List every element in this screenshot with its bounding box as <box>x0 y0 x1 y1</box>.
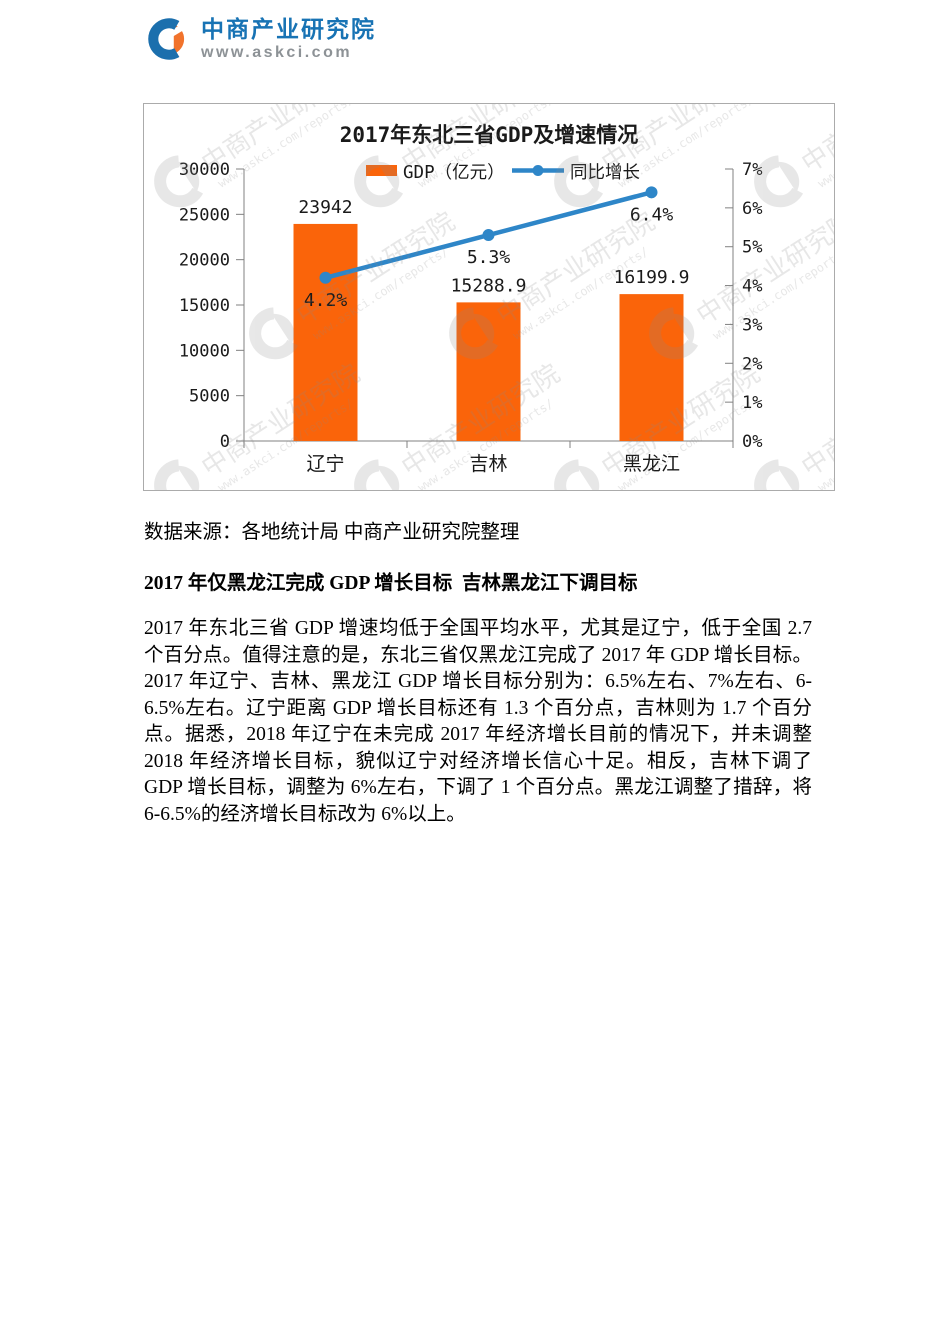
right-axis-tick-label: 5% <box>742 238 762 258</box>
right-axis-tick-label: 4% <box>742 277 762 297</box>
brand-name: 中商产业研究院 <box>201 15 376 42</box>
bar-value-label: 15288.9 <box>451 275 527 296</box>
bar-value-label: 23942 <box>298 197 352 218</box>
bar-黑龙江 <box>619 294 684 441</box>
legend-line-marker <box>532 165 544 176</box>
chart-title: 2017年东北三省GDP及增速情况 <box>340 123 639 147</box>
left-axis-tick-label: 25000 <box>179 205 230 225</box>
right-axis-tick-label: 1% <box>742 393 762 413</box>
left-axis-tick-label: 5000 <box>189 387 230 407</box>
article-heading: 2017 年仅黑龙江完成 GDP 增长目标 吉林黑龙江下调目标 <box>144 573 638 594</box>
line-value-label: 4.2% <box>304 290 348 311</box>
left-axis-tick-label: 15000 <box>179 296 230 316</box>
line-value-label: 5.3% <box>467 247 511 268</box>
line-point-吉林 <box>482 229 495 242</box>
right-axis-tick-label: 6% <box>742 199 762 219</box>
right-axis-tick-label: 3% <box>742 315 762 335</box>
left-axis-tick-label: 30000 <box>179 160 230 180</box>
category-label: 辽宁 <box>306 453 344 475</box>
right-axis-tick-label: 2% <box>742 354 762 374</box>
legend-bar-swatch <box>366 165 397 176</box>
brand-logo: 中商产业研究院 www.askci.com <box>146 16 376 62</box>
bar-吉林 <box>456 302 521 441</box>
brand-url: www.askci.com <box>201 43 353 61</box>
legend-bar-label: GDP（亿元） <box>403 163 505 183</box>
bar-value-label: 16199.9 <box>614 267 690 288</box>
gdp-growth-chart: 2017年东北三省GDP及增速情况 GDP（亿元） 同比增长 0 5000 10000 15… <box>143 103 835 491</box>
legend-line-label: 同比增长 <box>570 163 640 183</box>
line-point-辽宁 <box>319 271 332 284</box>
article-body: 2017 年东北三省 GDP 增速均低于全国平均水平，尤其是辽宁，低于全国 2.… <box>144 618 812 825</box>
line-value-label: 6.4% <box>630 204 674 225</box>
data-source-line: 数据来源：各地统计局 中商产业研究院整理 <box>144 522 520 543</box>
left-axis-tick-label: 10000 <box>179 341 230 361</box>
right-axis-tick-label: 0% <box>742 432 762 452</box>
left-axis-tick-label: 0 <box>220 432 230 452</box>
category-label: 黑龙江 <box>623 453 680 475</box>
svg-text:中商产业研究院: 中商产业研究院 <box>797 104 834 179</box>
askci-logo-icon <box>148 18 192 60</box>
svg-text:中商产业研究院: 中商产业研究院 <box>797 359 834 483</box>
right-axis-tick-label: 7% <box>742 160 762 180</box>
line-point-黑龙江 <box>645 186 658 199</box>
left-axis-tick-label: 20000 <box>179 251 230 271</box>
bar-辽宁 <box>293 223 358 441</box>
category-label: 吉林 <box>469 453 507 475</box>
